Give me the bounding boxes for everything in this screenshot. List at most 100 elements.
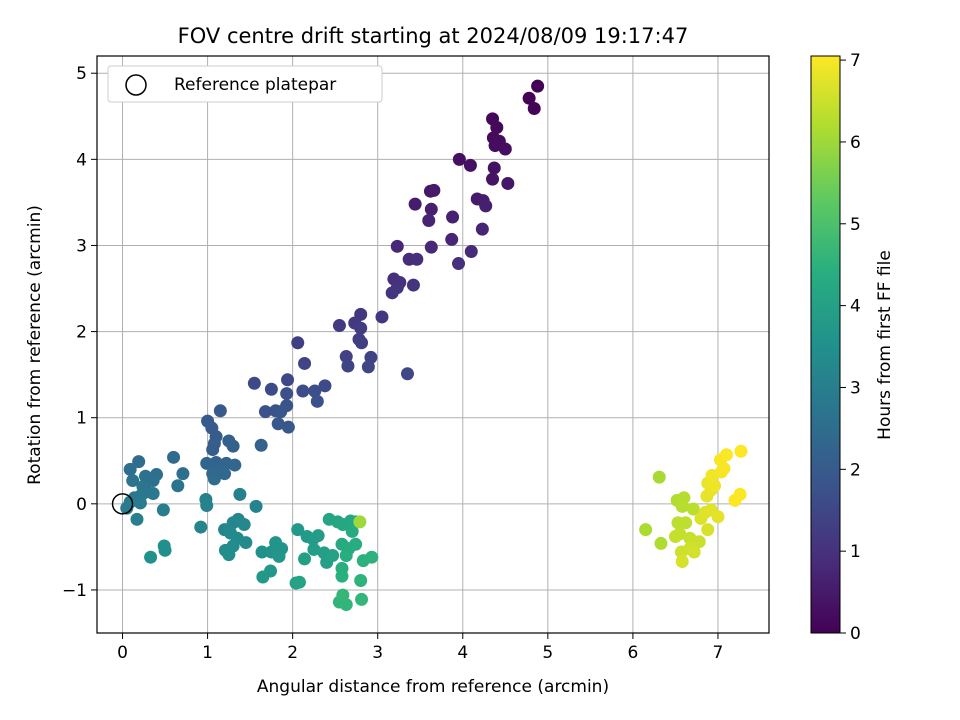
data-point — [308, 384, 322, 398]
data-point — [445, 232, 459, 246]
data-point — [335, 569, 349, 583]
data-point — [487, 161, 501, 175]
data-point — [144, 550, 158, 564]
data-point — [292, 575, 306, 589]
data-point — [385, 286, 399, 300]
data-point — [679, 516, 693, 530]
data-point — [158, 543, 172, 557]
data-point — [298, 552, 312, 566]
data-point — [228, 458, 242, 472]
data-point — [719, 448, 733, 462]
y-axis-label: Rotation from reference (arcmin) — [25, 205, 45, 485]
data-point — [711, 510, 725, 524]
x-axis-ticks: 0 1 2 3 4 5 6 7 — [117, 633, 723, 663]
data-point — [281, 373, 295, 387]
data-point — [639, 523, 653, 537]
data-point — [274, 405, 288, 419]
data-point — [247, 376, 261, 390]
data-point — [310, 394, 324, 408]
data-point — [452, 152, 466, 166]
colorbar-tick-label: 7 — [850, 51, 861, 71]
data-point — [427, 183, 441, 197]
data-point — [213, 404, 227, 418]
data-point — [123, 462, 137, 476]
grid-lines — [97, 56, 769, 633]
data-point — [527, 102, 541, 116]
colorbar-tick-label: 6 — [850, 133, 861, 153]
x-tick-label: 4 — [457, 643, 468, 663]
colorbar-tick-label: 1 — [850, 542, 861, 562]
colorbar-tick-label: 5 — [850, 215, 861, 235]
y-tick-label: 4 — [76, 150, 87, 170]
data-point — [361, 360, 375, 374]
data-point — [326, 548, 340, 562]
data-point — [668, 530, 682, 544]
data-point — [200, 499, 214, 513]
colorbar-tick-label: 4 — [850, 297, 861, 317]
data-point — [488, 139, 502, 153]
data-point — [237, 517, 251, 531]
y-tick-label: 3 — [76, 236, 87, 256]
y-tick-label: 1 — [76, 409, 87, 429]
data-point — [254, 438, 268, 452]
data-point — [446, 210, 460, 224]
data-point — [652, 470, 666, 484]
colorbar-tick-label: 2 — [850, 460, 861, 480]
data-point — [686, 502, 700, 516]
data-point — [206, 443, 220, 457]
data-point — [291, 523, 305, 537]
data-point — [256, 570, 270, 584]
data-point — [354, 321, 368, 335]
data-point — [675, 499, 689, 513]
y-tick-label: 0 — [76, 495, 87, 515]
data-point — [422, 213, 436, 227]
data-point — [296, 384, 310, 398]
data-point — [687, 545, 701, 559]
x-tick-label: 2 — [287, 643, 298, 663]
data-point — [298, 356, 312, 370]
y-tick-label: −1 — [62, 581, 87, 601]
data-point — [355, 336, 369, 350]
data-point — [452, 257, 466, 271]
data-point — [365, 550, 379, 564]
data-point — [675, 555, 689, 569]
data-point — [200, 456, 214, 470]
data-point — [424, 202, 438, 216]
data-point — [408, 197, 422, 211]
data-point — [375, 310, 389, 324]
legend-marker-reference — [125, 74, 147, 96]
data-point — [349, 537, 363, 551]
data-point — [207, 472, 221, 486]
data-point — [708, 479, 722, 493]
data-point — [171, 479, 185, 493]
data-point — [733, 487, 747, 501]
data-point — [654, 536, 668, 550]
data-point — [194, 520, 208, 534]
data-point — [249, 499, 263, 513]
data-point — [498, 142, 512, 156]
data-point — [354, 573, 368, 587]
legend: Reference platepar — [107, 65, 383, 103]
data-point — [345, 524, 359, 538]
data-point — [479, 199, 493, 213]
data-point — [410, 252, 424, 266]
data-point — [531, 79, 545, 93]
data-point — [264, 382, 278, 396]
data-point — [406, 278, 420, 292]
data-point — [522, 91, 536, 105]
data-point — [390, 239, 404, 253]
x-tick-label: 7 — [713, 643, 724, 663]
data-point — [133, 496, 147, 510]
data-point — [269, 536, 283, 550]
chart-title: FOV centre drift starting at 2024/08/09 … — [178, 24, 689, 48]
x-tick-label: 5 — [542, 643, 553, 663]
data-point — [463, 158, 477, 172]
data-point — [424, 240, 438, 254]
data-point — [176, 467, 190, 481]
data-point — [291, 336, 305, 350]
data-point — [341, 359, 355, 373]
colorbar-ticks: 0 1 2 3 4 5 6 7 — [840, 51, 861, 644]
data-point — [218, 467, 232, 481]
legend-box — [107, 65, 383, 103]
